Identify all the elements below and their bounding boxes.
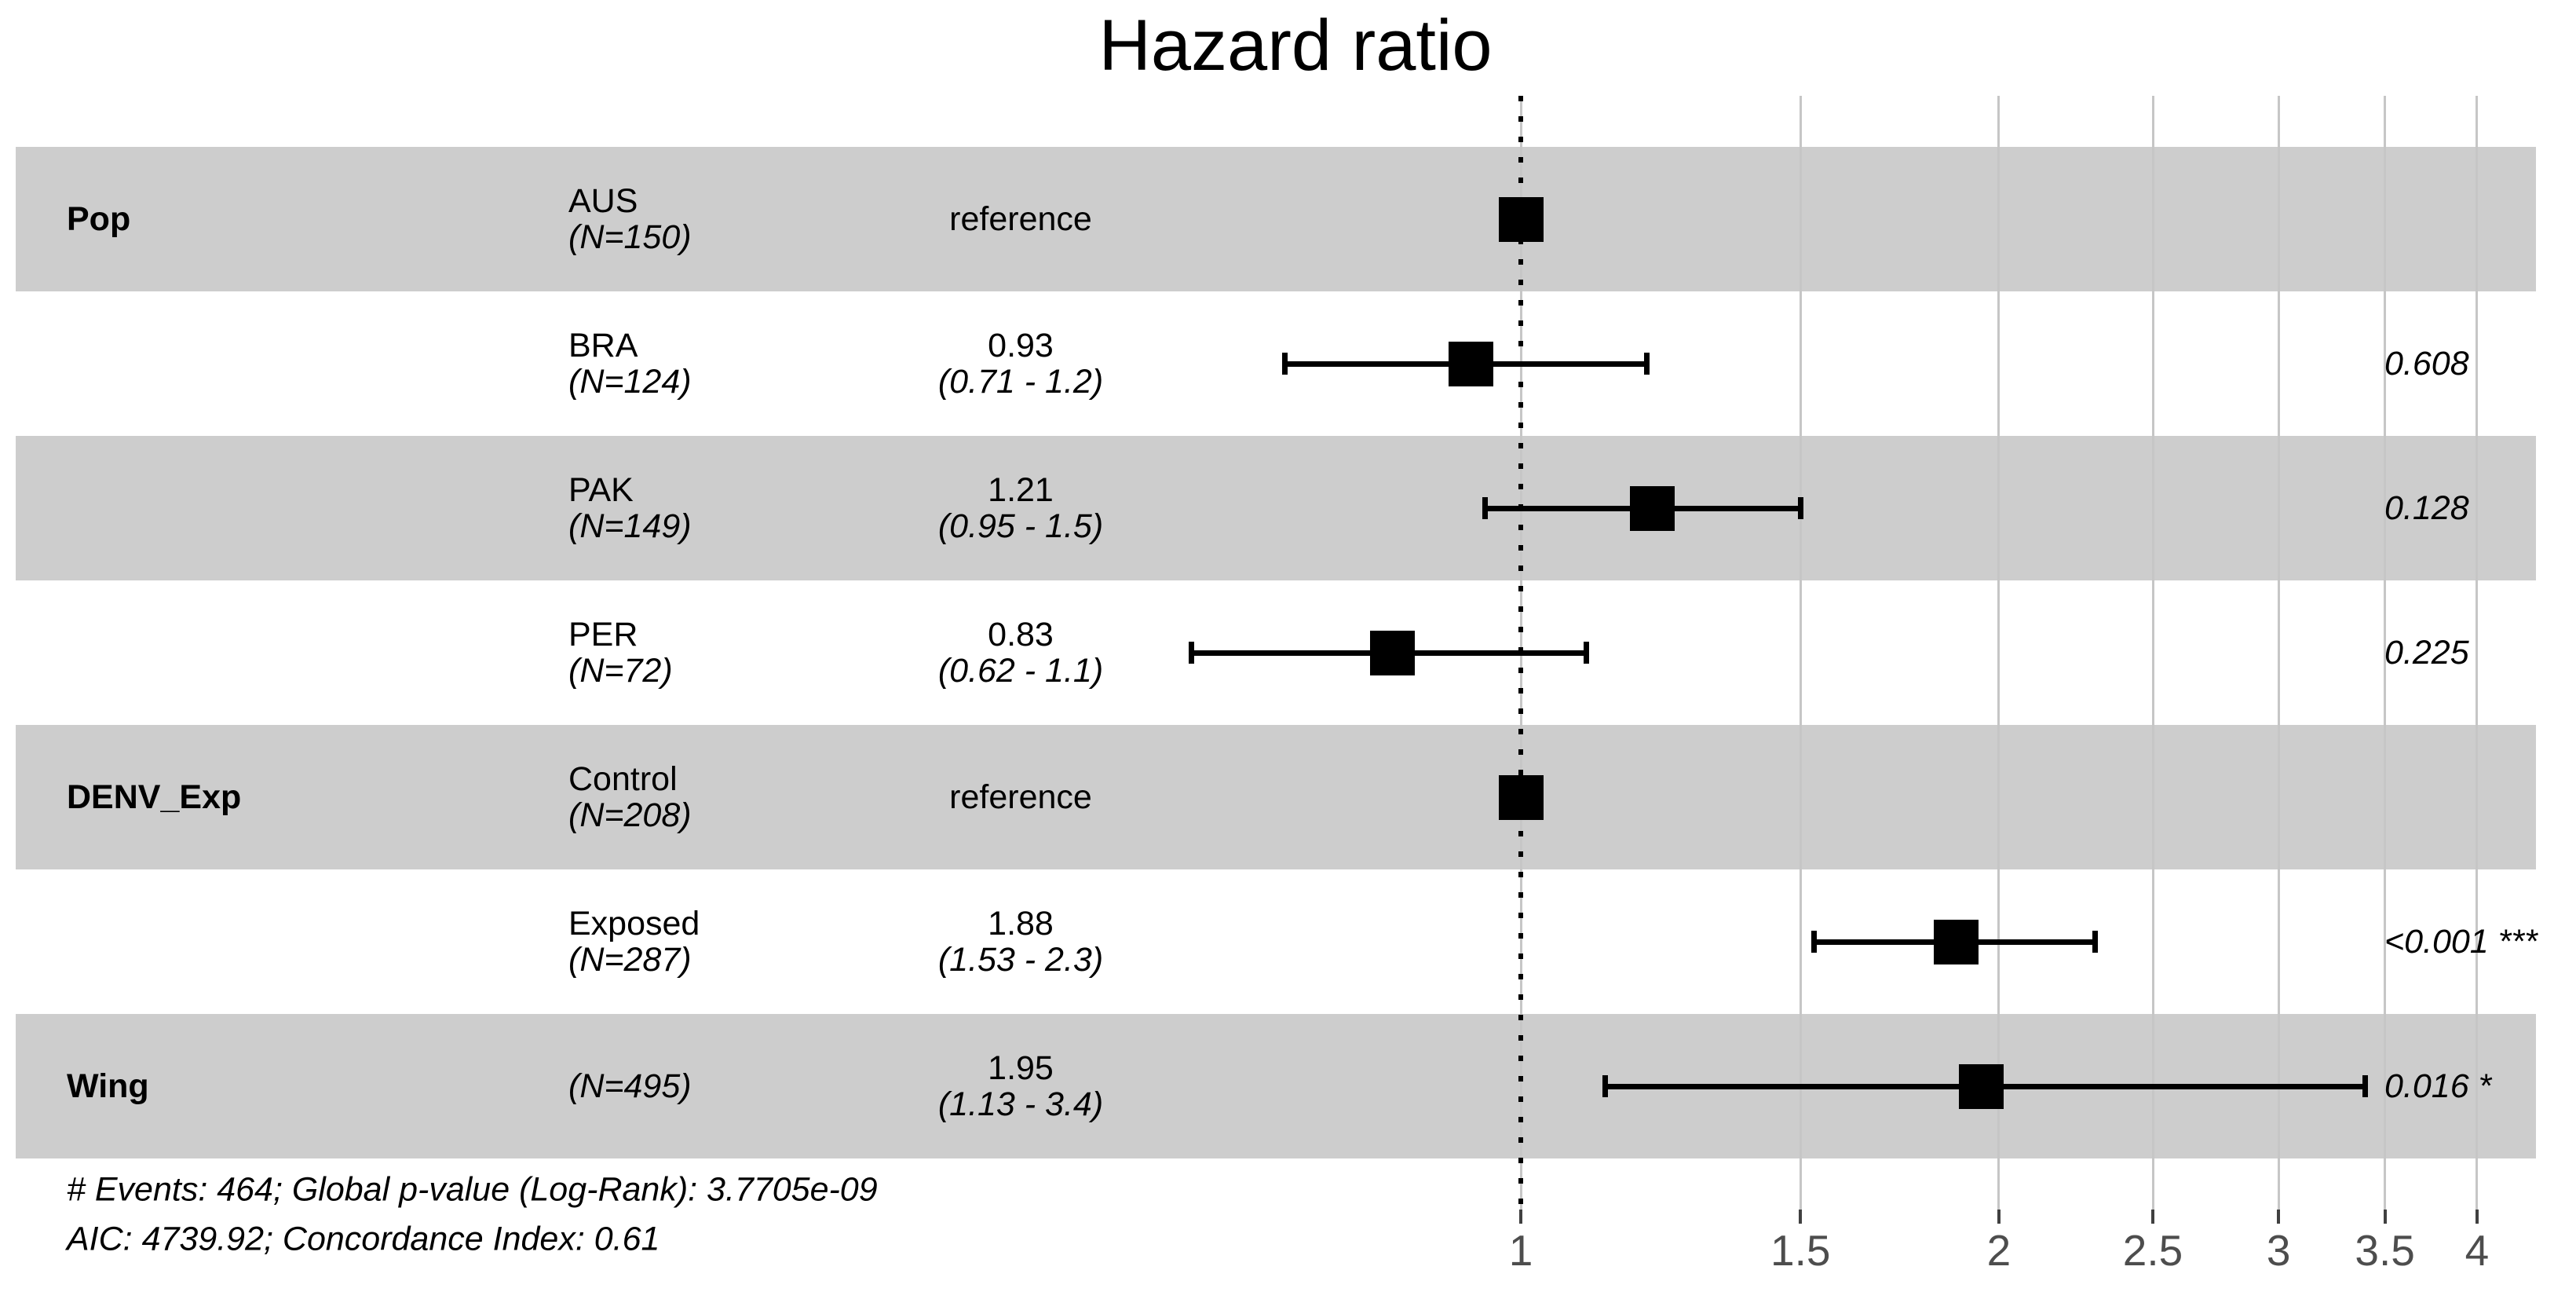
estimate-cell-wing: 1.95 (1.13 - 3.4) xyxy=(938,1050,1103,1122)
p-value-bra: 0.608 xyxy=(2384,345,2469,382)
gridline-x-2.5 xyxy=(2151,96,2154,1210)
estimate-ci: (0.62 - 1.1) xyxy=(937,652,1104,690)
level-cell-per: PER (N=72) xyxy=(568,617,673,689)
estimate-cell-pak: 1.21 (0.95 - 1.5) xyxy=(938,472,1103,544)
estimate-value: reference xyxy=(949,200,1092,238)
x-axis-tick-label-1: 1 xyxy=(1508,1226,1533,1275)
plot-title: Hazard ratio xyxy=(1098,5,1493,86)
ci-cap-high-wing xyxy=(2362,1075,2368,1097)
estimate-ci: (0.95 - 1.5) xyxy=(937,507,1104,545)
estimate-cell-control: reference xyxy=(949,779,1092,815)
ci-cap-low-bra xyxy=(1281,353,1288,375)
hr-marker-wing xyxy=(1959,1063,2004,1109)
hr-marker-control xyxy=(1498,774,1544,820)
estimate-value: 1.21 xyxy=(988,471,1054,509)
ci-cap-low-per xyxy=(1188,642,1194,664)
level-n-count: (N=124) xyxy=(568,363,692,401)
x-axis-tick-2.5 xyxy=(2151,1210,2155,1224)
hr-marker-per xyxy=(1369,630,1415,675)
level-cell-pak: PAK (N=149) xyxy=(568,472,692,544)
estimate-value: reference xyxy=(949,778,1092,816)
row-band-bra xyxy=(16,291,2536,436)
p-value-exposed: <0.001 *** xyxy=(2384,923,2538,961)
row-band-control xyxy=(16,725,2536,869)
estimate-cell-exposed: 1.88 (1.53 - 2.3) xyxy=(938,906,1103,978)
x-axis-tick-3 xyxy=(2277,1210,2281,1224)
gridline-x-4 xyxy=(2476,96,2479,1210)
x-axis-tick-2 xyxy=(1997,1210,2001,1224)
variable-label-denv_exp: DENV_Exp xyxy=(67,778,242,816)
level-cell-bra: BRA (N=124) xyxy=(568,328,692,400)
level-cell-aus: AUS (N=150) xyxy=(568,183,692,255)
x-axis-tick-label-2: 2 xyxy=(1986,1226,2011,1275)
level-n-count: (N=150) xyxy=(568,218,692,256)
level-cell-exposed: Exposed (N=287) xyxy=(568,906,700,978)
estimate-value: 0.83 xyxy=(988,616,1054,653)
ci-cap-low-wing xyxy=(1602,1075,1608,1097)
ci-cap-low-exposed xyxy=(1811,931,1818,953)
estimate-value: 1.95 xyxy=(988,1049,1054,1087)
x-axis-tick-4 xyxy=(2475,1210,2479,1224)
level-n-count: (N=149) xyxy=(568,507,692,545)
row-band-pak xyxy=(16,436,2536,580)
x-axis-tick-label-3: 3 xyxy=(2266,1226,2291,1275)
level-name: PAK xyxy=(568,471,634,509)
level-n-count: (N=208) xyxy=(568,796,692,834)
estimate-ci: (1.53 - 2.3) xyxy=(937,941,1104,979)
level-name: Control xyxy=(568,760,678,798)
hr-marker-bra xyxy=(1448,341,1493,386)
ci-cap-high-bra xyxy=(1643,353,1650,375)
hr-marker-pak xyxy=(1629,485,1675,531)
estimate-cell-bra: 0.93 (0.71 - 1.2) xyxy=(938,328,1103,400)
x-axis-tick-label-3.5: 3.5 xyxy=(2355,1226,2415,1275)
gridline-x-1.5 xyxy=(1799,96,1802,1210)
level-n-count: (N=72) xyxy=(568,652,673,690)
hr-marker-aus xyxy=(1498,196,1544,242)
footnote-events-pvalue: # Events: 464; Global p-value (Log-Rank)… xyxy=(67,1170,878,1209)
p-value-wing: 0.016 * xyxy=(2384,1067,2492,1105)
row-band-exposed xyxy=(16,869,2536,1014)
estimate-value: 0.93 xyxy=(988,327,1054,364)
p-value-pak: 0.128 xyxy=(2384,489,2469,527)
level-name: BRA xyxy=(568,327,638,364)
row-band-aus xyxy=(16,147,2536,291)
x-axis-tick-label-4: 4 xyxy=(2465,1226,2490,1275)
ci-cap-high-exposed xyxy=(2092,931,2099,953)
level-name: AUS xyxy=(568,182,638,220)
estimate-ci: (1.13 - 3.4) xyxy=(937,1085,1104,1123)
hr-marker-exposed xyxy=(1934,919,1979,964)
level-cell-control: Control (N=208) xyxy=(568,761,692,833)
x-axis-tick-label-2.5: 2.5 xyxy=(2122,1226,2183,1275)
p-value-per: 0.225 xyxy=(2384,634,2469,672)
footnote-aic-concordance: AIC: 4739.92; Concordance Index: 0.61 xyxy=(67,1220,660,1258)
gridline-x-3 xyxy=(2277,96,2280,1210)
x-axis-tick-label-1.5: 1.5 xyxy=(1770,1226,1831,1275)
x-axis-tick-1.5 xyxy=(1799,1210,1803,1224)
level-cell-wing: (N=495) xyxy=(568,1067,692,1105)
x-axis-tick-3.5 xyxy=(2383,1210,2387,1224)
gridline-x-3.5 xyxy=(2384,96,2387,1210)
level-name: Exposed xyxy=(568,905,700,942)
ci-cap-high-pak xyxy=(1797,497,1803,519)
estimate-cell-aus: reference xyxy=(949,201,1092,237)
x-axis-tick-1 xyxy=(1519,1210,1522,1224)
level-n-count: (N=287) xyxy=(568,941,692,979)
ci-cap-low-pak xyxy=(1482,497,1489,519)
variable-label-wing: Wing xyxy=(67,1067,149,1105)
estimate-cell-per: 0.83 (0.62 - 1.1) xyxy=(938,617,1103,689)
gridline-x-2 xyxy=(1997,96,2001,1210)
estimate-ci: (0.71 - 1.2) xyxy=(937,363,1104,401)
variable-label-pop: Pop xyxy=(67,200,131,238)
estimate-value: 1.88 xyxy=(988,905,1054,942)
level-name: PER xyxy=(568,616,638,653)
ci-cap-high-per xyxy=(1584,642,1590,664)
